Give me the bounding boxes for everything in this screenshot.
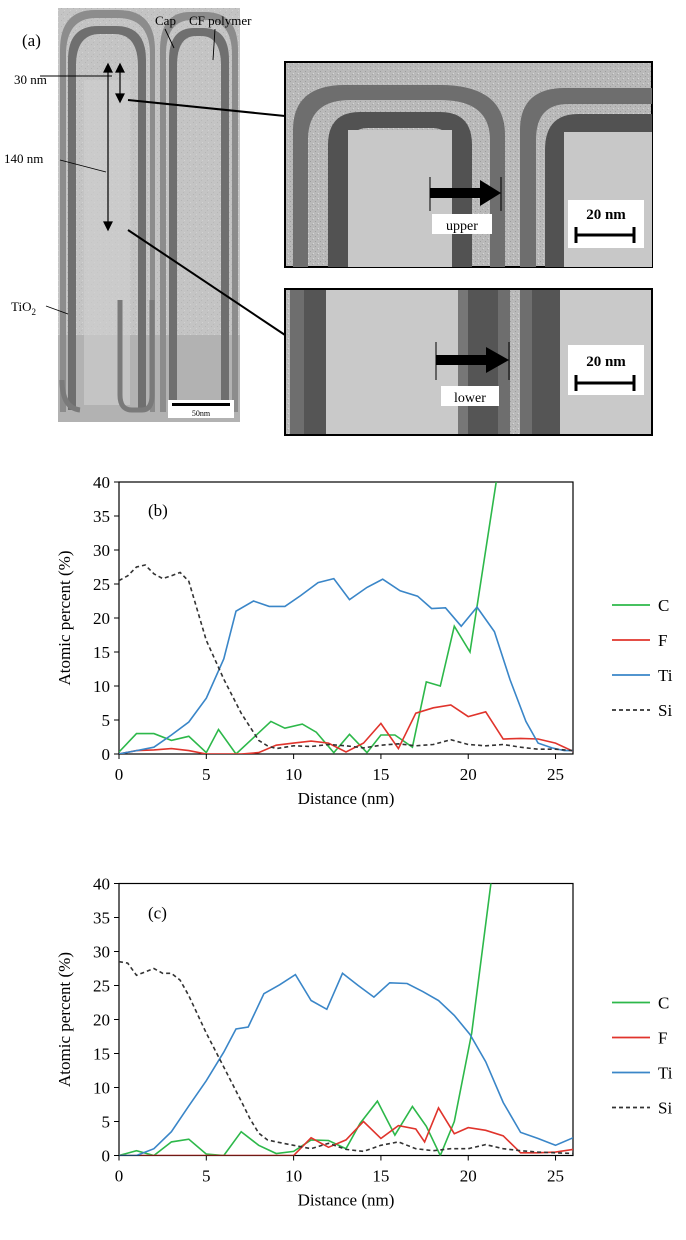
series-line-f <box>119 704 573 754</box>
tem-figure-panel: 50nm (a) Cap CF polymer 30 nm 140 nm TiO… <box>4 8 653 436</box>
y-tick-label: 40 <box>93 473 110 492</box>
y-axis-label: Atomic percent (%) <box>55 551 74 686</box>
plot-frame <box>118 882 574 1157</box>
legend-label-ti: Ti <box>658 666 673 685</box>
legend-label-ti: Ti <box>658 1064 673 1083</box>
tem-main-image: 50nm <box>58 8 240 422</box>
chart-panel-c: 0 5 10 15 20 25 30 35 40 0 5 10 15 20 25 Distance (nm) A… <box>55 875 673 1210</box>
legend-label-f: F <box>658 631 667 650</box>
x-axis-label: Distance (nm) <box>298 1191 395 1210</box>
y-tick-label: 0 <box>102 1147 111 1166</box>
cf-polymer-label: CF polymer <box>189 13 252 28</box>
y-axis-label: Atomic percent (%) <box>55 952 74 1087</box>
plot-area-b: 0 5 10 15 20 25 30 35 40 0 5 10 15 20 25 Distance (nm) A… <box>55 473 673 808</box>
upper-arrow-label: upper <box>446 219 478 234</box>
dim-30nm-label: 30 nm <box>14 72 47 87</box>
y-tick-label: 20 <box>93 609 110 628</box>
x-tick-label: 5 <box>202 1167 211 1186</box>
x-axis-label: Distance (nm) <box>298 789 395 808</box>
panel-a-label: (a) <box>22 31 41 50</box>
plot-frame <box>118 481 574 755</box>
series-line-si <box>119 960 573 1155</box>
upper-connector-line <box>127 99 286 117</box>
x-tick-label: 15 <box>372 765 389 784</box>
legend-label-si: Si <box>658 1099 672 1118</box>
legend-label-f: F <box>658 1029 667 1048</box>
series-line-c <box>119 482 497 754</box>
x-tick-label: 25 <box>547 765 564 784</box>
x-tick-label: 20 <box>460 1167 477 1186</box>
lower-connector-line <box>127 229 286 336</box>
chart-panel-b: 0 5 10 15 20 25 30 35 40 0 5 10 15 20 25 Distance (nm) A… <box>55 473 673 808</box>
x-tick-label: 0 <box>115 1167 124 1186</box>
inset-lower: lower 20 nm <box>284 288 653 436</box>
series-line-ti <box>119 972 573 1156</box>
lower-scale-label: 20 nm <box>586 354 626 370</box>
plot-area-c: 0 5 10 15 20 25 30 35 40 0 5 10 15 20 25 Distance (nm) A… <box>55 875 673 1210</box>
cap-label: Cap <box>155 13 176 28</box>
y-tick-label: 5 <box>102 1113 111 1132</box>
x-tick-label: 10 <box>285 765 302 784</box>
lower-arrow-label: lower <box>454 391 486 406</box>
x-tick-label: 0 <box>115 765 124 784</box>
x-tick-label: 10 <box>285 1167 302 1186</box>
x-tick-label: 20 <box>460 765 477 784</box>
x-tick-label: 25 <box>547 1167 564 1186</box>
main-scale-label: 50nm <box>192 409 211 418</box>
y-tick-label: 35 <box>93 507 110 526</box>
y-tick-label: 30 <box>93 541 110 560</box>
y-tick-label: 10 <box>93 1079 110 1098</box>
y-tick-label: 15 <box>93 1045 110 1064</box>
y-tick-label: 15 <box>93 643 110 662</box>
x-tick-label: 15 <box>372 1167 389 1186</box>
legend-label-c: C <box>658 596 669 615</box>
series-line-c <box>119 883 492 1156</box>
y-tick-label: 25 <box>93 977 110 996</box>
panel-c-label: (c) <box>148 904 167 923</box>
y-tick-label: 0 <box>102 745 111 764</box>
x-tick-label: 5 <box>202 765 211 784</box>
y-tick-label: 40 <box>93 875 110 894</box>
y-tick-label: 30 <box>93 943 110 962</box>
y-tick-label: 20 <box>93 1011 110 1030</box>
dimension-arrows <box>40 28 216 315</box>
series-line-ti <box>119 577 573 754</box>
y-tick-label: 5 <box>102 711 111 730</box>
dim-140nm-label: 140 nm <box>4 151 43 166</box>
panel-b-label: (b) <box>148 501 168 520</box>
legend-label-si: Si <box>658 701 672 720</box>
inset-upper: upper 20 nm <box>284 61 653 268</box>
y-tick-label: 35 <box>93 909 110 928</box>
tio2-label: TiO2 <box>11 299 36 317</box>
series-line-f <box>119 1106 573 1156</box>
y-tick-label: 25 <box>93 575 110 594</box>
legend-label-c: C <box>658 994 669 1013</box>
y-tick-label: 10 <box>93 677 110 696</box>
upper-scale-label: 20 nm <box>586 207 626 223</box>
